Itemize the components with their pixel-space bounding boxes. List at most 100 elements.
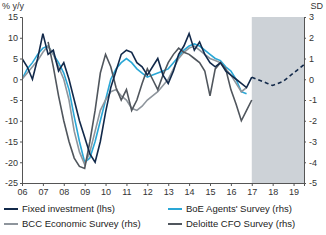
tick-mark [64, 183, 65, 186]
tick: 07 [38, 183, 48, 197]
tick: 2 [304, 33, 314, 43]
tick-label: 09 [80, 187, 90, 197]
tick-mark [126, 183, 127, 186]
axis-line [23, 184, 305, 187]
tick-mark [294, 183, 295, 186]
legend-label: BCC Economic Survey (rhs) [22, 218, 141, 229]
tick-label: -15 [5, 137, 18, 147]
tick-label: -20 [5, 158, 18, 168]
tick: -10 [5, 116, 22, 126]
tick-label: 2 [309, 33, 314, 43]
tick: 1 [304, 54, 314, 64]
tick-label: 12 [143, 187, 153, 197]
tick: -20 [5, 158, 22, 168]
tick-mark [20, 100, 22, 101]
tick-mark [43, 183, 44, 186]
tick-label: 19 [289, 187, 299, 197]
tick-label: 06 [17, 187, 27, 197]
tick: -2 [304, 116, 317, 126]
tick: 15 [205, 183, 215, 197]
legend-label: Fixed investment (lhs) [22, 203, 115, 214]
tick: 10 [8, 33, 22, 43]
tick-label: 5 [13, 54, 18, 64]
tick: 19 [289, 183, 299, 197]
legend-swatch [168, 208, 182, 210]
tick-mark [304, 183, 306, 184]
axis-title: % y/y [2, 1, 25, 11]
tick-label: 17 [247, 187, 257, 197]
tick-label: 16 [226, 187, 236, 197]
series-line [252, 65, 304, 86]
tick-mark [189, 183, 190, 186]
tick-label: -3 [309, 137, 317, 147]
tick: -25 [5, 178, 22, 188]
tick-label: 10 [8, 33, 18, 43]
tick-mark [20, 142, 22, 143]
tick: 12 [143, 183, 153, 197]
tick: 5 [13, 54, 22, 64]
plot-area [22, 17, 304, 183]
tick: -15 [5, 137, 22, 147]
tick: -5 [10, 95, 22, 105]
tick-mark [20, 38, 22, 39]
tick: 17 [247, 183, 257, 197]
legend: Fixed investment (lhs) BoE Agents' Survey… [4, 203, 295, 229]
tick-mark [304, 59, 306, 60]
axis: -25 -20 -15 -10 -5 0 5 10 15 [5, 12, 23, 188]
legend-label: Deloitte CFO Survey (rhs) [186, 218, 295, 229]
tick-label: 11 [122, 187, 131, 197]
tick: 13 [164, 183, 174, 197]
tick-label: -2 [309, 116, 317, 126]
tick-mark [85, 183, 86, 186]
axis-title: SD [310, 1, 323, 11]
legend-label: BoE Agents' Survey (rhs) [186, 203, 292, 214]
tick-mark [106, 183, 107, 186]
tick-mark [20, 121, 22, 122]
tick: 08 [59, 183, 69, 197]
tick: -4 [304, 158, 317, 168]
tick-mark [168, 183, 169, 186]
tick-mark [304, 17, 306, 18]
tick-label: 07 [38, 187, 48, 197]
legend-swatch [168, 223, 182, 225]
tick-mark [304, 79, 306, 80]
chart: 0607080910111213141516171819-25-20-15-10… [0, 0, 326, 235]
tick-label: 13 [164, 187, 174, 197]
legend-swatch [4, 208, 18, 210]
tick-label: -4 [309, 158, 317, 168]
tick-mark [304, 100, 306, 101]
tick: -3 [304, 137, 317, 147]
tick-mark [20, 162, 22, 163]
tick: 18 [268, 183, 278, 197]
axis-line [20, 18, 23, 184]
tick-mark [304, 38, 306, 39]
axis: -5 -4 -3 -2 -1 0 1 2 3 [304, 12, 317, 188]
tick-mark [304, 121, 306, 122]
tick-label: 15 [205, 187, 215, 197]
tick-label: 0 [309, 75, 314, 85]
tick: 15 [8, 12, 22, 22]
tick: 10 [101, 183, 111, 197]
tick-label: -10 [5, 116, 18, 126]
tick: 3 [304, 12, 314, 22]
tick-label: -5 [309, 178, 317, 188]
legend-swatch [4, 223, 18, 225]
tick-label: 0 [13, 75, 18, 85]
tick-mark [231, 183, 232, 186]
tick: 06 [17, 183, 27, 197]
tick-label: -25 [5, 178, 18, 188]
axis-line [305, 18, 307, 184]
tick-label: 1 [309, 54, 314, 64]
tick: -5 [304, 178, 317, 188]
tick: 16 [226, 183, 236, 197]
tick-label: 14 [185, 187, 195, 197]
tick-label: 3 [309, 12, 314, 22]
tick-mark [210, 183, 211, 186]
tick: 11 [122, 183, 131, 197]
tick-mark [304, 142, 306, 143]
tick: -1 [304, 95, 317, 105]
tick: 0 [304, 75, 314, 85]
tick-label: -1 [309, 95, 317, 105]
series-line [48, 42, 252, 169]
tick-mark [147, 183, 148, 186]
